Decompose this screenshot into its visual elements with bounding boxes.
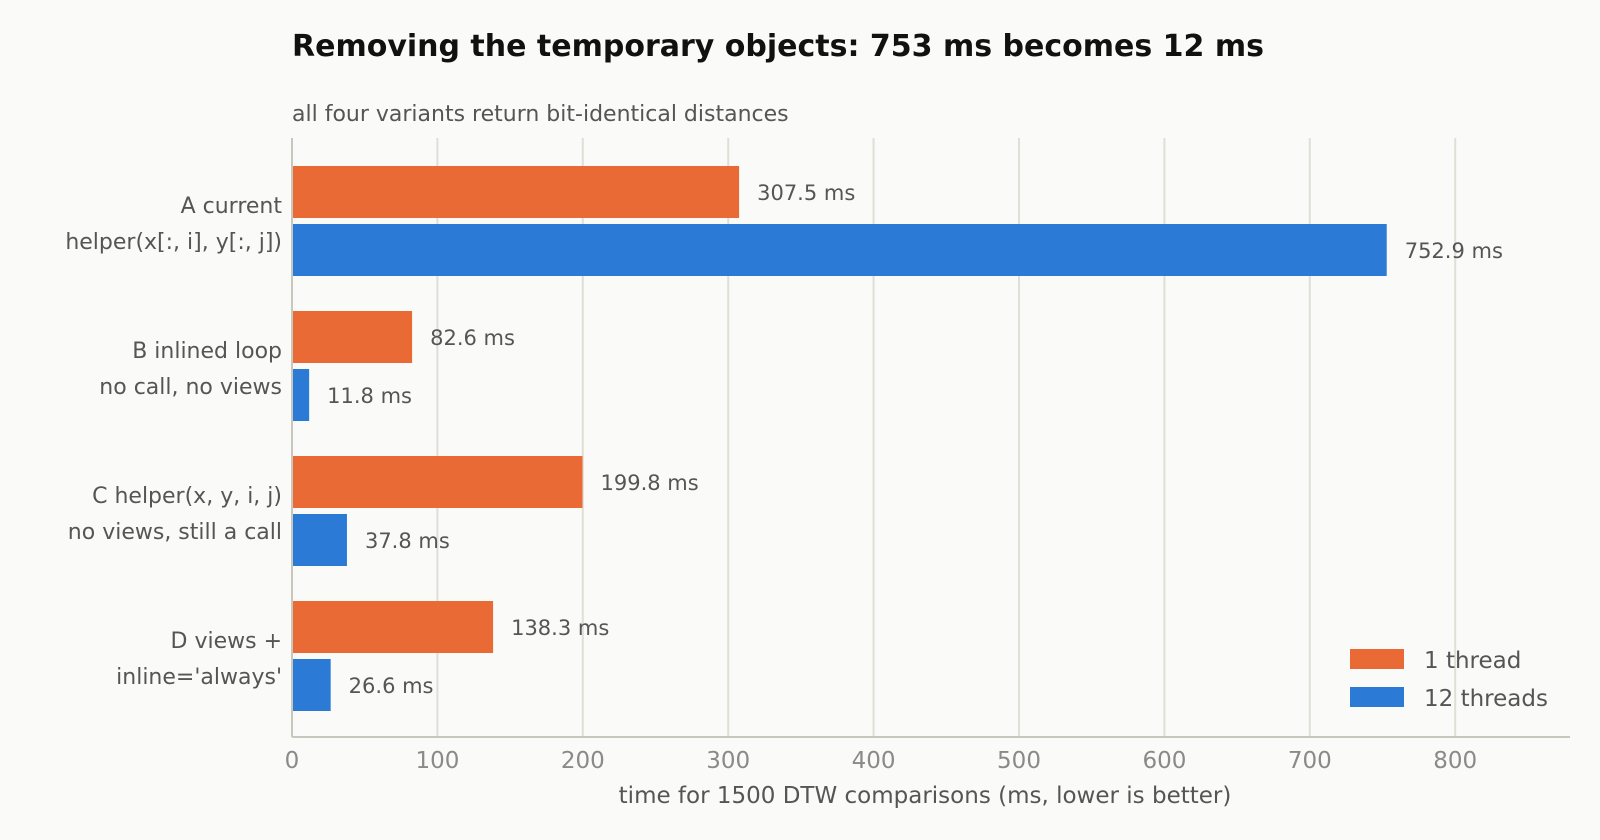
category-label-line2: no call, no views (99, 375, 282, 400)
x-axis-label: time for 1500 DTW comparisons (ms, lower… (619, 783, 1232, 809)
category-label-line1: D views + (171, 629, 282, 654)
legend-swatch (1350, 649, 1404, 669)
category-label-line2: no views, still a call (68, 520, 282, 545)
bar-12-threads (292, 224, 1387, 276)
bar-1-thread (292, 166, 740, 218)
data-label: 752.9 ms (1405, 239, 1503, 263)
x-tick-label: 700 (1288, 748, 1332, 774)
bars: 307.5 ms 752.9 ms 82.6 ms 11.8 ms 199.8 ms 37… (292, 166, 1503, 711)
x-tick-label: 200 (561, 748, 605, 774)
category-label-line1: A current (181, 194, 283, 219)
bar-1-thread (292, 601, 494, 653)
data-label: 82.6 ms (430, 326, 515, 350)
legend-swatch (1350, 687, 1404, 707)
x-tick-label: 400 (852, 748, 896, 774)
bar-1-thread (292, 311, 413, 363)
x-tick-label: 100 (415, 748, 459, 774)
bar-12-threads (292, 514, 347, 566)
data-label: 26.6 ms (349, 674, 434, 698)
bar-12-threads (292, 369, 310, 421)
x-tick-label: 300 (706, 748, 750, 774)
category-label-line1: C helper(x, y, i, j) (92, 484, 282, 509)
legend: 1 thread 12 threads (1350, 648, 1548, 712)
category-label-line1: B inlined loop (132, 339, 282, 364)
x-tick-label: 600 (1142, 748, 1186, 774)
x-tick-label: 500 (997, 748, 1041, 774)
legend-label: 12 threads (1424, 686, 1548, 712)
chart-subtitle: all four variants return bit-identical d… (292, 102, 789, 127)
legend-label: 1 thread (1424, 648, 1521, 674)
data-label: 138.3 ms (511, 616, 609, 640)
category-label-line2: helper(x[:, i], y[:, j]) (65, 230, 282, 255)
data-label: 37.8 ms (365, 529, 450, 553)
bar-1-thread (292, 456, 583, 508)
x-axis: 0 100 200 300 400 500 600 700 800 (285, 138, 1570, 774)
x-tick-label: 0 (285, 748, 300, 774)
x-tick-label: 800 (1433, 748, 1477, 774)
bar-12-threads (292, 659, 331, 711)
data-label: 11.8 ms (327, 384, 412, 408)
chart-title: Removing the temporary objects: 753 ms b… (292, 29, 1264, 64)
category-labels: A current helper(x[:, i], y[:, j]) B inlin… (65, 194, 282, 690)
data-label: 307.5 ms (757, 181, 855, 205)
data-label: 199.8 ms (601, 471, 699, 495)
category-label-line2: inline='always' (116, 665, 282, 690)
